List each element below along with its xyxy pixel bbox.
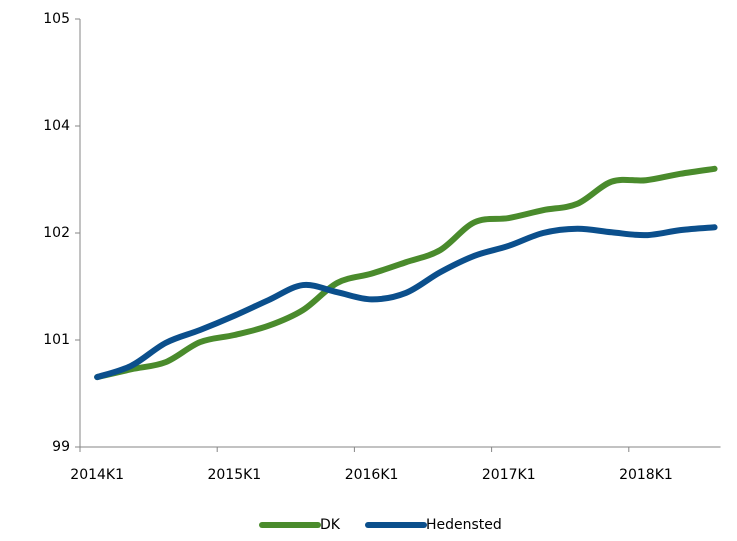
legend-label: DK (320, 517, 341, 533)
y-tick-label: 102 (43, 225, 70, 241)
y-tick-label: 101 (43, 332, 70, 348)
x-tick-label: 2018K1 (619, 467, 673, 483)
x-tick-label: 2017K1 (482, 467, 536, 483)
series-line (94, 224, 718, 381)
y-tick-label: 105 (43, 11, 70, 27)
x-tick-label: 2014K1 (70, 467, 124, 483)
y-tick-label: 104 (43, 118, 70, 134)
series-line (94, 165, 718, 381)
x-tick-label: 2016K1 (345, 467, 399, 483)
y-tick-label: 99 (52, 439, 70, 455)
x-tick-label: 2015K1 (207, 467, 261, 483)
legend-label: Hedensted (426, 517, 502, 533)
